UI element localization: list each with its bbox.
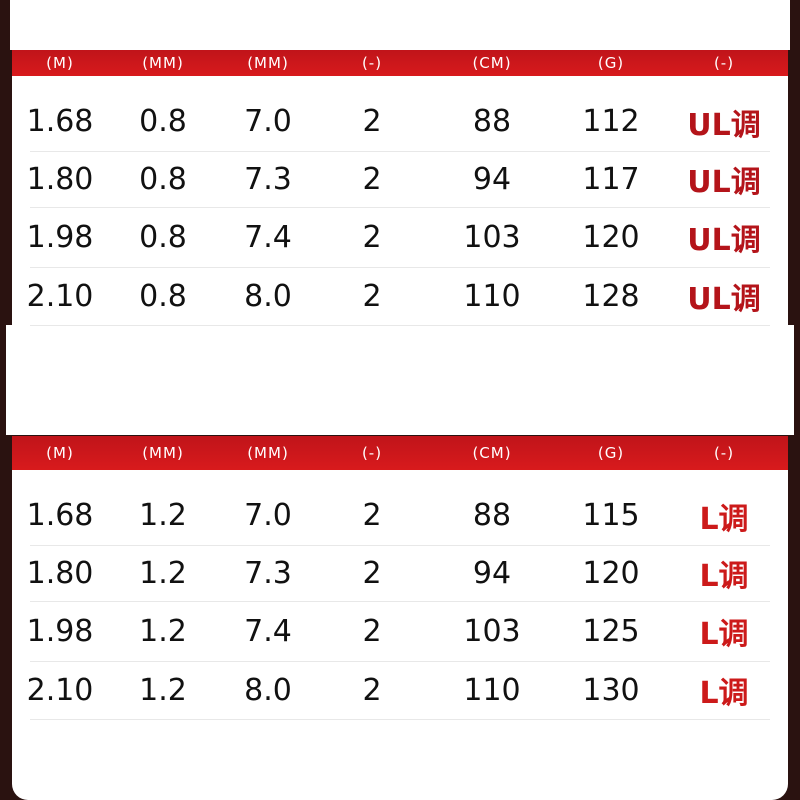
value-cell: 125: [582, 613, 640, 649]
header-unit: (-): [713, 54, 735, 72]
value-cell: 1.2: [139, 498, 187, 533]
middle-panel: [6, 325, 794, 435]
header-unit: (-): [361, 54, 383, 72]
tune-cell: UL调: [687, 165, 761, 200]
header-unit: (G): [597, 444, 625, 462]
value-cell: 2.10: [26, 672, 94, 708]
header-unit: (MM): [247, 444, 289, 462]
top-panel: [10, 0, 790, 50]
value-cell: 128: [582, 278, 640, 314]
value-cell: 2.10: [26, 278, 94, 314]
table-header: (M) (MM) (MM) (-) (CM) (G) (-): [12, 50, 788, 76]
table-row: 1.98 0.8 7.4 2 103 120 UL调: [26, 207, 770, 268]
header-unit: (M): [46, 54, 74, 72]
value-cell: 117: [582, 161, 640, 197]
value-cell: 120: [582, 555, 640, 591]
value-cell: 1.2: [139, 613, 187, 649]
value-cell: 7.4: [244, 219, 292, 255]
table-row: 1.98 1.2 7.4 2 103 125 L调: [26, 601, 770, 662]
value-cell: 1.98: [26, 613, 94, 649]
header-unit: (G): [597, 54, 625, 72]
value-cell: 130: [582, 672, 640, 708]
table-row: 1.68 1.2 7.0 2 88 115 L调: [26, 486, 770, 546]
value-cell: 110: [463, 278, 521, 314]
value-cell: 2: [362, 278, 382, 314]
header-unit: (MM): [247, 54, 289, 72]
table-1-body: [12, 76, 788, 326]
value-cell: 2: [362, 161, 382, 197]
header-unit: (-): [713, 444, 735, 462]
table-row: 2.10 1.2 8.0 2 110 130 L调: [26, 661, 770, 720]
value-cell: 1.80: [26, 555, 94, 591]
value-cell: 103: [463, 219, 521, 255]
value-cell: 8.0: [244, 278, 292, 314]
header-unit: (MM): [142, 444, 184, 462]
table-row: 1.80 0.8 7.3 2 94 117 UL调: [26, 151, 770, 208]
value-cell: 1.68: [26, 498, 94, 533]
value-cell: 1.80: [26, 161, 94, 197]
value-cell: 0.8: [139, 104, 187, 139]
value-cell: 103: [463, 613, 521, 649]
value-cell: 115: [582, 498, 640, 533]
header-unit: (-): [361, 444, 383, 462]
value-cell: 7.4: [244, 613, 292, 649]
value-cell: 2: [362, 219, 382, 255]
value-cell: 94: [472, 161, 512, 197]
value-cell: 2: [362, 104, 382, 139]
value-cell: 94: [472, 555, 512, 591]
header-unit: (CM): [472, 444, 512, 462]
tune-cell: UL调: [687, 282, 761, 317]
value-cell: 2: [362, 613, 382, 649]
tune-cell: L调: [699, 559, 749, 594]
value-cell: 0.8: [139, 278, 187, 314]
value-cell: 1.2: [139, 555, 187, 591]
value-cell: 110: [463, 672, 521, 708]
value-cell: 7.0: [244, 498, 292, 533]
table-row: 1.80 1.2 7.3 2 94 120 L调: [26, 545, 770, 602]
table-row: 1.68 0.8 7.0 2 88 112 UL调: [26, 92, 770, 152]
header-unit: (M): [46, 444, 74, 462]
value-cell: 7.3: [244, 555, 292, 591]
value-cell: 1.2: [139, 672, 187, 708]
table-row: 2.10 0.8 8.0 2 110 128 UL调: [26, 267, 770, 326]
tune-cell: UL调: [687, 223, 761, 258]
table-header: (M) (MM) (MM) (-) (CM) (G) (-): [12, 436, 788, 470]
tune-cell: L调: [699, 676, 749, 711]
header-unit: (MM): [142, 54, 184, 72]
value-cell: 0.8: [139, 219, 187, 255]
value-cell: 1.98: [26, 219, 94, 255]
value-cell: 88: [472, 498, 512, 533]
value-cell: 88: [472, 104, 512, 139]
value-cell: 2: [362, 555, 382, 591]
value-cell: 112: [582, 104, 640, 139]
tune-cell: L调: [699, 501, 749, 537]
header-unit: (CM): [472, 54, 512, 72]
tune-cell: UL调: [687, 107, 761, 143]
table-2-body: [12, 470, 788, 800]
value-cell: 0.8: [139, 161, 187, 197]
tune-cell: L调: [699, 617, 749, 652]
value-cell: 2: [362, 672, 382, 708]
value-cell: 2: [362, 498, 382, 533]
value-cell: 8.0: [244, 672, 292, 708]
value-cell: 7.3: [244, 161, 292, 197]
value-cell: 1.68: [26, 104, 94, 139]
value-cell: 7.0: [244, 104, 292, 139]
value-cell: 120: [582, 219, 640, 255]
